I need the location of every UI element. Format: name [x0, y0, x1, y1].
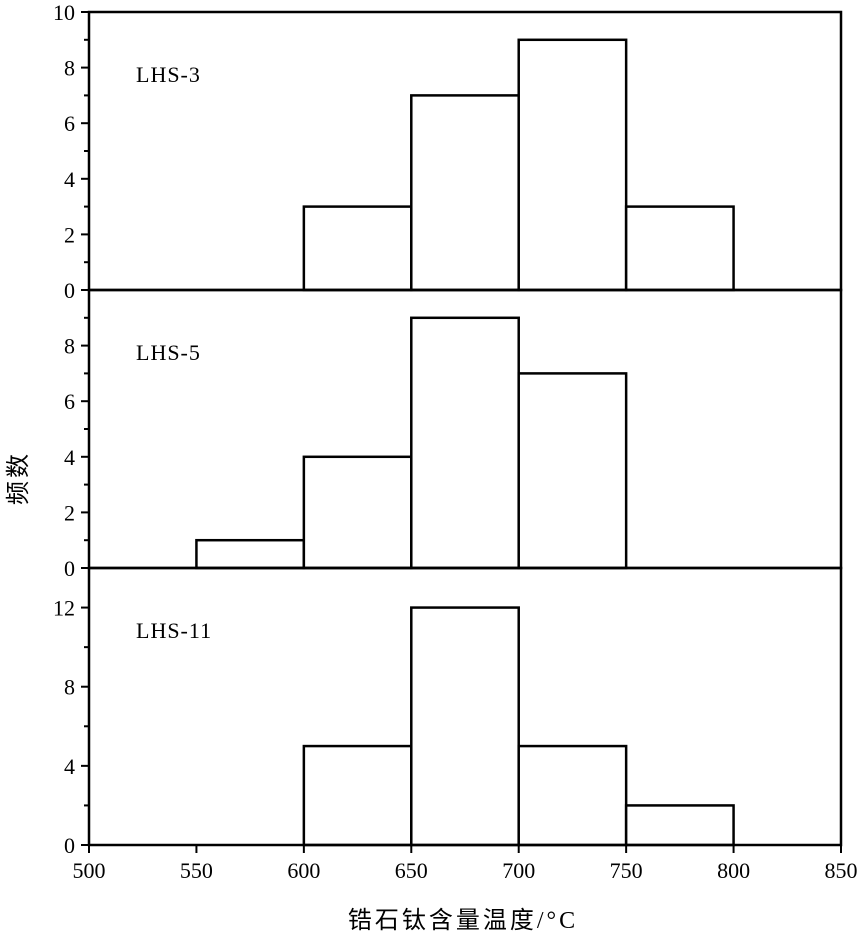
- panel-frame: [87, 566, 843, 847]
- panels-group: 0 2 4 6 8 10 LHS-3 0 2 4 6 8 LHS-5 0 4 8 12 LHS-11: [53, 0, 843, 858]
- histogram-bar: [302, 744, 413, 847]
- histogram-bar: [624, 804, 735, 847]
- y-tick-label: 4: [64, 167, 75, 192]
- y-tick-label: 10: [53, 0, 75, 25]
- histogram-bar: [410, 94, 520, 292]
- panel-label: LHS-11: [136, 618, 212, 643]
- histogram-bar: [517, 744, 628, 847]
- x-tick-label: 650: [395, 858, 428, 883]
- x-tick-label: 500: [73, 858, 106, 883]
- x-tick-label: 800: [717, 858, 750, 883]
- histogram-bar: [517, 38, 628, 292]
- y-tick-label: 4: [64, 754, 75, 779]
- histogram-bar: [410, 316, 520, 570]
- y-tick-label: 6: [64, 389, 75, 414]
- y-tick-label: 0: [64, 556, 75, 581]
- y-tick-label: 2: [64, 222, 75, 247]
- x-tick-label: 600: [287, 858, 320, 883]
- y-tick-label: 2: [64, 500, 75, 525]
- panel-3: 0 4 8 12 LHS-11: [53, 566, 843, 858]
- y-tick-label: 0: [64, 833, 75, 858]
- y-tick-label: 8: [64, 334, 75, 359]
- x-tick-label: 700: [502, 858, 535, 883]
- histogram-bar: [195, 538, 306, 570]
- histogram-bar: [410, 606, 520, 847]
- y-tick-label: 6: [64, 111, 75, 136]
- panel-1: 0 2 4 6 8 10 LHS-3: [53, 0, 843, 303]
- x-axis: 500 550 600 650 700 750 800 850: [73, 845, 858, 883]
- histogram-bar: [302, 205, 413, 292]
- histogram-bar: [517, 372, 628, 570]
- y-tick-label: 8: [64, 56, 75, 81]
- y-tick-label: 4: [64, 445, 75, 470]
- panel-label: LHS-3: [136, 62, 201, 87]
- y-tick-label: 8: [64, 675, 75, 700]
- x-axis-title: 锆石钛含量温度/°C: [348, 907, 578, 934]
- panel-2: 0 2 4 6 8 LHS-5: [64, 288, 843, 581]
- y-axis-title: 频数: [5, 451, 32, 505]
- panel-label: LHS-5: [136, 340, 201, 365]
- x-tick-label: 750: [610, 858, 643, 883]
- y-tick-label: 0: [64, 278, 75, 303]
- y-tick-label: 12: [53, 596, 75, 621]
- x-tick-label: 550: [180, 858, 213, 883]
- x-tick-label: 850: [825, 858, 858, 883]
- histogram-bar: [302, 455, 413, 570]
- histogram-bar: [624, 205, 735, 292]
